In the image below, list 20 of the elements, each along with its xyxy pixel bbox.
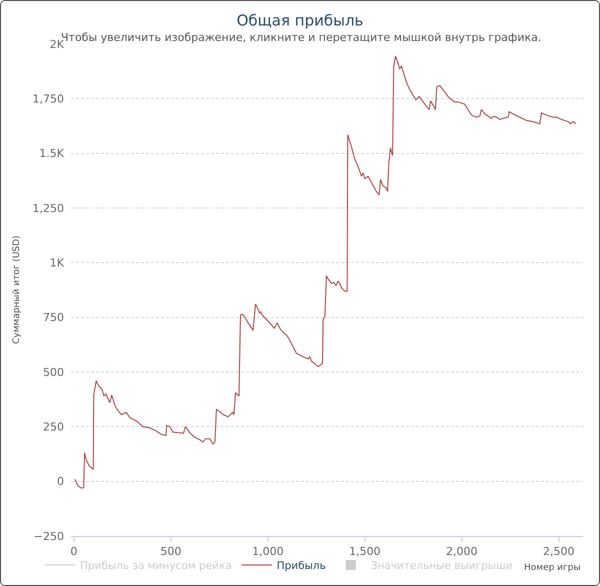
legend-label: Прибыль — [276, 560, 326, 572]
y-tick-label: 750 — [43, 311, 64, 324]
y-tick-label: 1,250 — [32, 202, 64, 215]
y-tick-label: 500 — [43, 366, 64, 379]
y-tick-label: 1.5K — [39, 147, 65, 160]
y-tick-label: 0 — [57, 475, 64, 488]
y-tick-label: −250 — [34, 530, 64, 543]
x-tick-label: 2,500 — [543, 545, 575, 558]
y-tick-label: 1K — [50, 256, 65, 270]
x-tick-label: 1,500 — [349, 545, 381, 558]
x-tick-label: 1,000 — [252, 545, 284, 558]
x-tick-label: 500 — [160, 545, 182, 558]
y-tick-label: 250 — [43, 420, 64, 434]
y-tick-label: 1,750 — [32, 92, 64, 106]
x-axis-title: Номер игры — [524, 563, 581, 573]
x-tick-label: 0 — [70, 545, 78, 558]
y-axis-title: Суммарный итог (USD) — [12, 235, 22, 344]
x-tick-label: 2,000 — [446, 545, 478, 558]
chart-title: Общая прибыль — [236, 11, 364, 30]
line-series — [74, 56, 576, 488]
